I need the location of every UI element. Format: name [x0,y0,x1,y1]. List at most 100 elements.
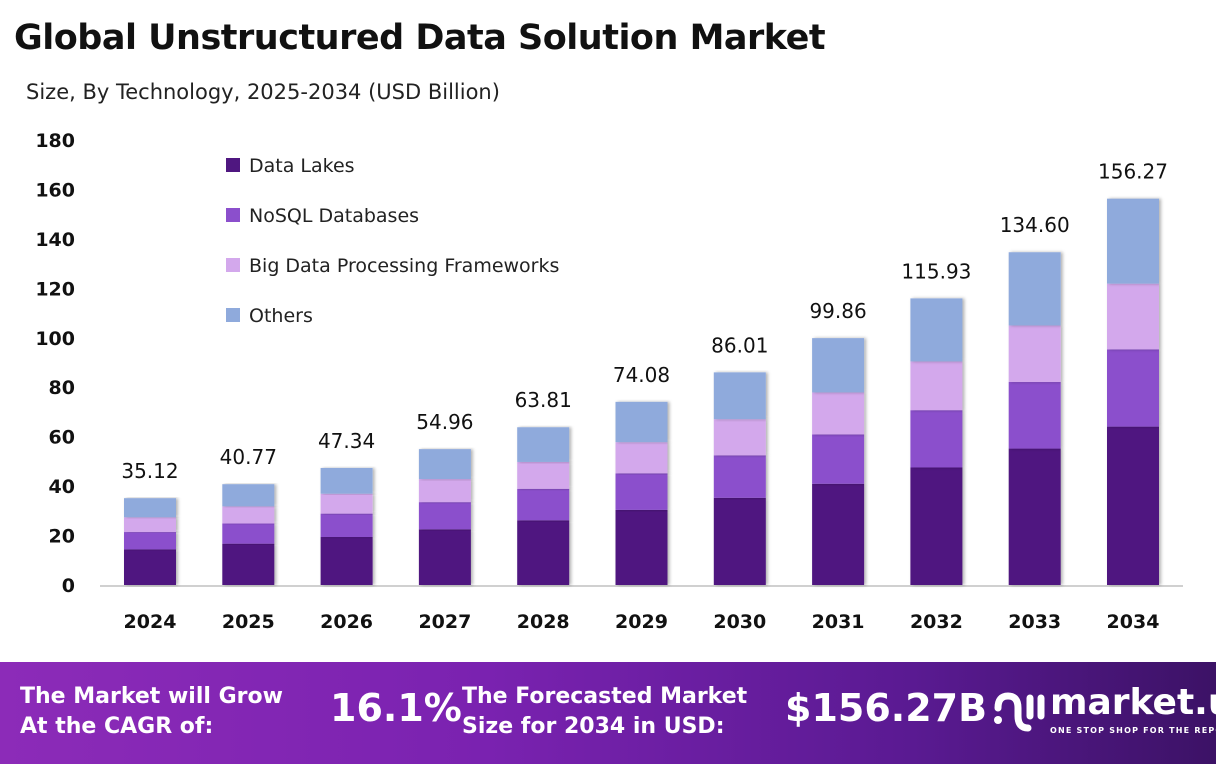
legend-swatch [226,308,240,322]
bar-segment-data-lakes [615,509,668,585]
bar-segment-nosql-databases [320,513,373,538]
x-tick-label: 2029 [615,611,668,633]
bar-segment-big-data-processing-frameworks [124,517,176,533]
bar-segment-others [1008,252,1061,326]
bar-segment-data-lakes [418,529,471,585]
logo-tagline: ONE STOP SHOP FOR THE REPORTS [1050,726,1216,735]
chart-subtitle: Size, By Technology, 2025-2034 (USD Bill… [26,80,500,104]
y-tick-label: 40 [49,476,75,498]
cagr-label-line2: At the CAGR of: [20,714,214,739]
bar-segment-data-lakes [1107,426,1159,585]
data-label: 115.93 [901,259,971,283]
logo-wordmark: market.us [1050,682,1216,723]
bar-segment-others [124,498,176,518]
bar-segment-big-data-processing-frameworks [812,392,865,435]
bar-segment-others [320,467,373,494]
x-tick-label: 2030 [713,611,766,633]
y-tick-label: 180 [35,130,75,152]
cagr-label-line1: The Market will Grow [20,684,283,709]
y-tick-label: 60 [49,427,75,449]
y-tick-label: 0 [62,575,75,597]
bar-segment-others [1107,198,1159,284]
chart-title: Global Unstructured Data Solution Market [14,18,826,58]
bar-segment-big-data-processing-frameworks [713,419,766,456]
bar-segment-data-lakes [910,467,963,585]
bar-segment-others [517,427,570,462]
forecast-value: $156.27B [785,686,988,730]
legend-swatch [226,258,240,272]
bar-segment-big-data-processing-frameworks [910,361,963,411]
footer-banner: The Market will Grow At the CAGR of: 16.… [0,662,1216,764]
x-tick-label: 2033 [1008,611,1061,633]
bar-segment-nosql-databases [615,473,668,510]
bar-segment-others [418,449,471,480]
data-label: 35.12 [121,459,178,483]
x-tick-label: 2028 [517,611,570,633]
y-tick-label: 80 [49,377,75,399]
x-tick-label: 2026 [320,611,373,633]
x-tick-label: 2034 [1107,611,1160,633]
logo-mark-icon [994,692,1045,732]
y-tick-label: 20 [49,526,75,548]
bar-segment-data-lakes [713,497,766,585]
legend-label: Big Data Processing Frameworks [249,255,559,277]
bar-segment-nosql-databases [910,410,963,468]
bar-segment-big-data-processing-frameworks [418,479,471,503]
data-label: 156.27 [1098,160,1168,184]
forecast-label-line1: The Forecasted Market [462,684,748,709]
y-tick-label: 100 [35,328,75,350]
bar-segment-nosql-databases [713,455,766,498]
forecast-label: The Forecasted Market Size for 2034 in U… [462,682,747,742]
bar-segment-others [910,298,963,362]
bar-segment-others [615,401,668,443]
y-tick-label: 120 [35,278,75,300]
y-tick-label: 140 [35,229,75,251]
data-label: 74.08 [613,363,670,387]
bar-segment-others [222,484,275,507]
bar-segment-nosql-databases [517,488,570,521]
stacked-bar-chart: 0 20 40 60 80 100 120 140 160 180 35.12 2024 40.77 20… [35,130,1183,633]
data-label: 63.81 [515,388,572,412]
cagr-label: The Market will Grow At the CAGR of: [20,682,283,742]
bar-segment-nosql-databases [1008,382,1061,449]
bar-segment-data-lakes [222,543,275,585]
legend-label: NoSQL Databases [249,205,419,227]
bar-segment-big-data-processing-frameworks [1008,325,1061,383]
bar-segment-big-data-processing-frameworks [1107,283,1159,350]
legend-label: Data Lakes [249,155,355,177]
data-label: 99.86 [809,299,866,323]
data-label: 40.77 [220,445,277,469]
bar-segment-others [713,372,766,420]
legend-swatch [226,208,240,222]
bar-segment-big-data-processing-frameworks [222,506,275,524]
forecast-label-line2: Size for 2034 in USD: [462,714,725,739]
legend-swatch [226,158,240,172]
bar-segment-nosql-databases [124,532,176,550]
data-label: 86.01 [711,333,768,357]
x-tick-label: 2031 [812,611,865,633]
data-label: 47.34 [318,429,375,453]
market-us-logo: market.us ONE STOP SHOP FOR THE REPORTS [990,682,1216,742]
y-tick-label: 160 [35,179,75,201]
bar-segment-others [812,338,865,393]
bar-segment-data-lakes [320,537,373,585]
bar-segment-data-lakes [812,483,865,585]
bar-segment-nosql-databases [1107,349,1159,427]
bar-segment-big-data-processing-frameworks [517,461,570,489]
bar-segment-big-data-processing-frameworks [615,442,668,474]
legend-label: Others [249,305,313,327]
x-tick-label: 2032 [910,611,963,633]
bar-segment-nosql-databases [812,434,865,484]
bar-segment-nosql-databases [222,523,275,544]
x-tick-label: 2024 [124,611,177,633]
x-tick-label: 2025 [222,611,275,633]
bar-segment-data-lakes [1008,448,1061,585]
cagr-value: 16.1% [330,686,462,730]
bar-segment-data-lakes [517,520,570,585]
bar-segment-data-lakes [124,549,176,585]
bar-segment-big-data-processing-frameworks [320,493,373,514]
x-tick-label: 2027 [418,611,471,633]
data-label: 54.96 [416,410,473,434]
data-label: 134.60 [1000,213,1070,237]
bar-segment-nosql-databases [418,502,471,530]
